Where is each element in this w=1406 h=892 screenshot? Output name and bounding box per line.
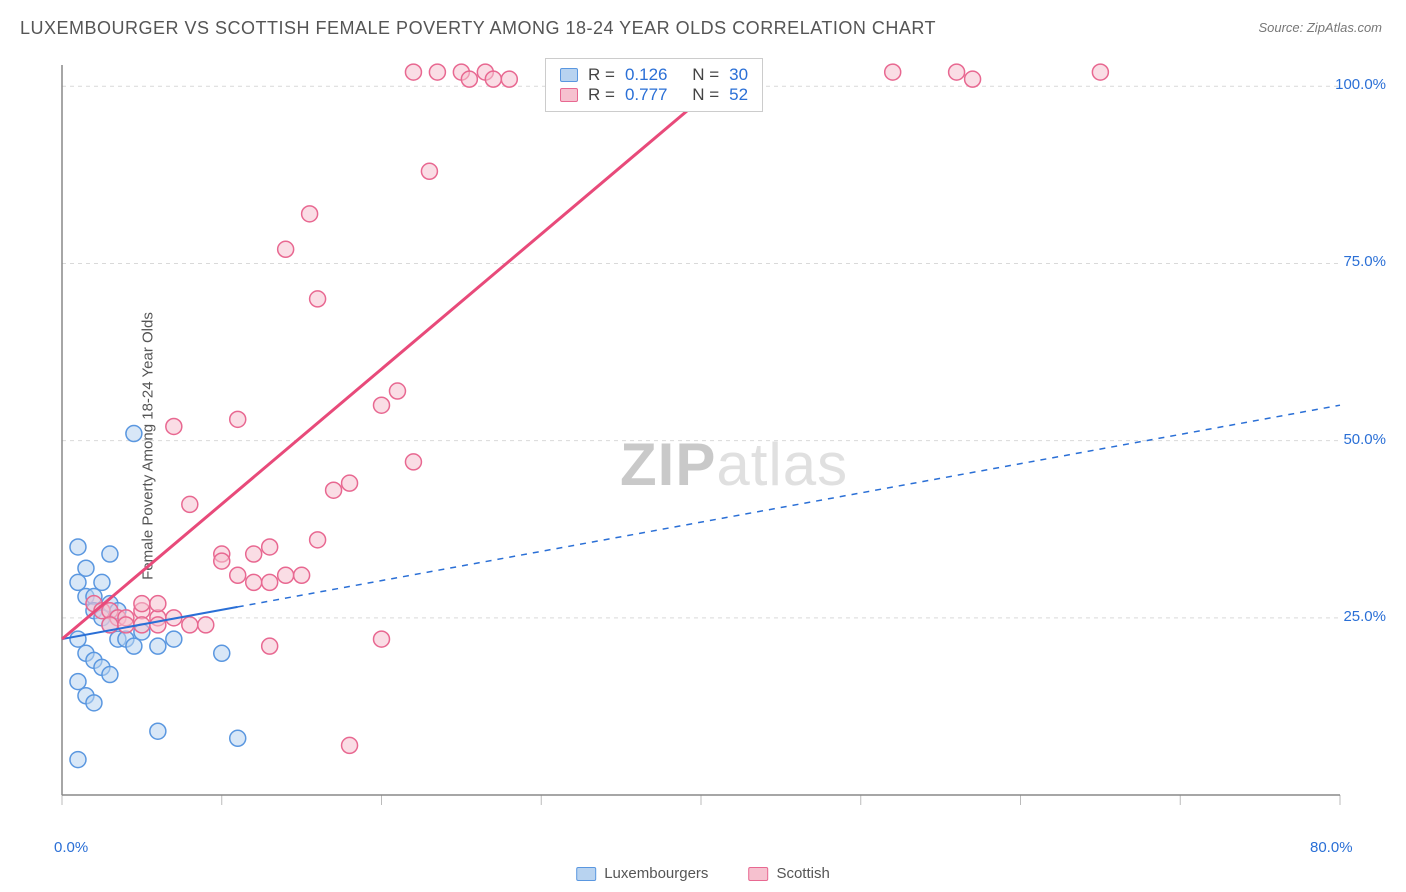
x-tick-label: 0.0% bbox=[54, 839, 88, 856]
y-tick-label: 25.0% bbox=[1343, 608, 1386, 625]
scatter-svg bbox=[60, 55, 1380, 835]
y-tick-label: 75.0% bbox=[1343, 253, 1386, 270]
plot-area bbox=[60, 55, 1380, 835]
y-tick-label: 50.0% bbox=[1343, 431, 1386, 448]
stats-row: R = 0.777 N = 52 bbox=[560, 85, 748, 105]
stats-row: R = 0.126 N = 30 bbox=[560, 65, 748, 85]
stats-legend: R = 0.126 N = 30 R = 0.777 N = 52 bbox=[545, 58, 763, 112]
series-legend: Luxembourgers Scottish bbox=[576, 865, 830, 882]
chart-source: Source: ZipAtlas.com bbox=[1258, 20, 1382, 35]
legend-item: Luxembourgers bbox=[576, 865, 708, 882]
chart-title: LUXEMBOURGER VS SCOTTISH FEMALE POVERTY … bbox=[20, 18, 936, 39]
x-tick-label: 80.0% bbox=[1310, 839, 1353, 856]
legend-item: Scottish bbox=[748, 865, 829, 882]
y-tick-label: 100.0% bbox=[1335, 76, 1386, 93]
